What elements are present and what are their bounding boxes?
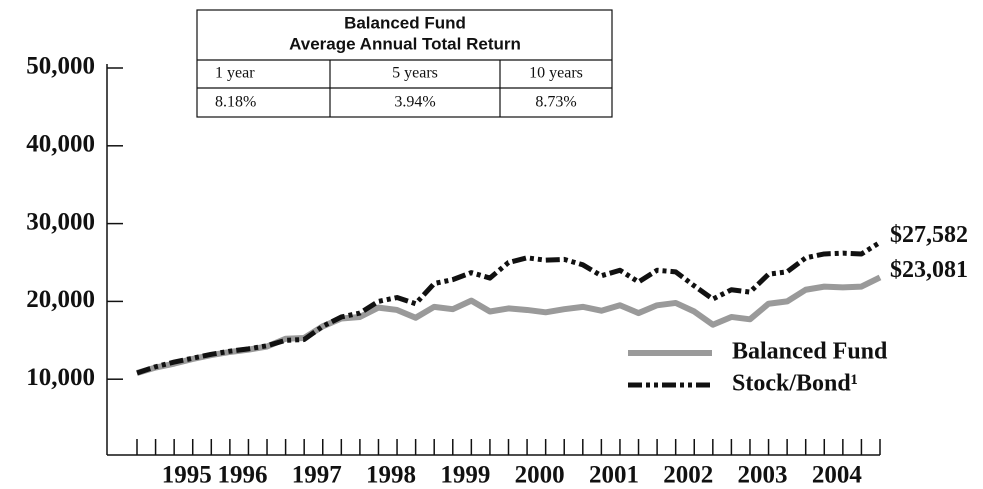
table-header: 10 years bbox=[529, 65, 583, 82]
legend-label: Stock/Bond¹ bbox=[732, 371, 858, 397]
series-line bbox=[136, 240, 882, 376]
table-title: Balanced Fund bbox=[344, 13, 466, 32]
table-cell: 8.73% bbox=[535, 94, 576, 111]
table-border bbox=[196, 9, 613, 118]
y-tick-label: 30,000 bbox=[26, 208, 95, 235]
x-tick-label: 2001 bbox=[589, 462, 639, 489]
table-cell: 3.94% bbox=[394, 94, 435, 111]
x-tick-label: 2002 bbox=[663, 462, 713, 489]
x-tick-label: 2004 bbox=[812, 462, 863, 489]
y-tick-label: 40,000 bbox=[26, 131, 95, 158]
x-tick-label: 2003 bbox=[738, 462, 788, 489]
x-tick-label: 1996 bbox=[217, 462, 267, 489]
table-header: 1 year bbox=[215, 65, 255, 82]
legend-label: Balanced Fund bbox=[732, 339, 888, 365]
table-header: 5 years bbox=[392, 65, 438, 82]
end-label: $27,582 bbox=[890, 222, 968, 248]
x-tick-label: 2000 bbox=[515, 462, 565, 489]
x-tick-label: 1998 bbox=[366, 462, 416, 489]
series-line bbox=[136, 274, 882, 376]
y-tick-label: 10,000 bbox=[26, 364, 95, 391]
table-title: Average Annual Total Return bbox=[289, 34, 521, 53]
return-table bbox=[196, 9, 613, 118]
y-tick-label: 20,000 bbox=[26, 286, 95, 313]
table-cell: 8.18% bbox=[215, 94, 256, 111]
x-tick-label: 1997 bbox=[292, 462, 342, 489]
x-tick-label: 1995 bbox=[162, 462, 212, 489]
end-label: $23,081 bbox=[890, 257, 968, 283]
x-tick-label: 1999 bbox=[440, 462, 490, 489]
y-tick-label: 50,000 bbox=[26, 53, 95, 80]
